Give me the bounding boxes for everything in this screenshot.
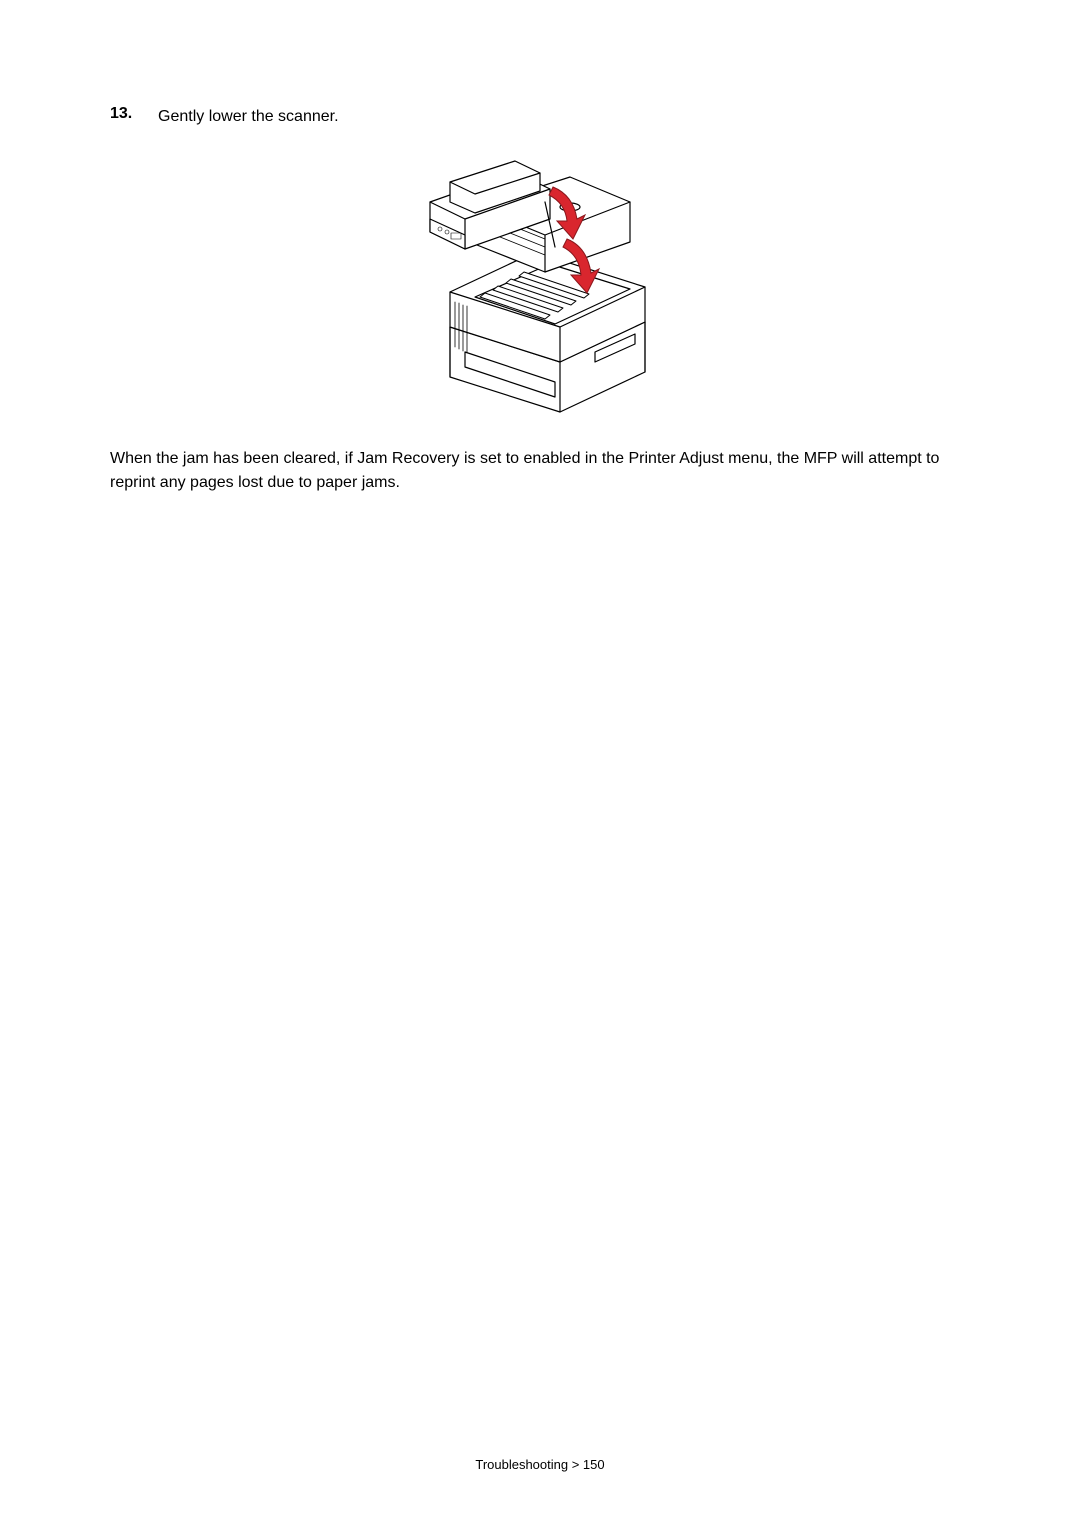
step-row: 13. Gently lower the scanner. (110, 105, 970, 129)
printer-illustration (110, 147, 970, 417)
page-footer: Troubleshooting > 150 (0, 1457, 1080, 1472)
step-instruction-text: Gently lower the scanner. (158, 105, 339, 129)
step-number: 13. (110, 105, 158, 123)
jam-recovery-paragraph: When the jam has been cleared, if Jam Re… (110, 447, 970, 495)
document-page: 13. Gently lower the scanner. (0, 0, 1080, 1527)
printer-line-drawing (395, 147, 685, 417)
